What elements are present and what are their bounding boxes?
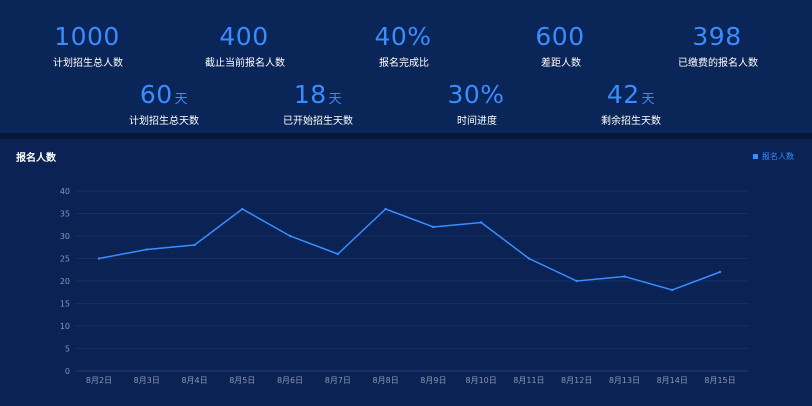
stat-label: 时间进度 [457,116,497,127]
data-point [432,225,435,229]
chart-series [97,207,722,292]
x-tick-label: 8月12日 [561,376,592,385]
stat-paid-registered: 398 已缴费的报名人数 [628,23,808,70]
series-line [98,208,721,291]
stat-label: 截止当前报名人数 [205,58,285,69]
stat-unit: 天 [328,92,343,107]
x-axis-ticks: 8月2日 8月3日 8月4日 8月5日 8月6日 8月7日 8月8日 8月9日 8月10日 8月1… [86,376,736,385]
y-tick-label: 20 [60,277,70,286]
stat-value: 18 [293,80,327,109]
x-tick-label: 8月4日 [181,376,207,385]
stat-label: 差距人数 [541,58,581,69]
stat-label: 已开始招生天数 [283,116,353,127]
data-point [288,234,292,238]
x-tick-label: 8月15日 [704,376,735,385]
x-tick-label: 8月11日 [513,376,544,385]
stat-remaining-days: 42 天 剩余招生天数 [541,81,721,128]
x-tick-label: 8月10日 [466,376,497,385]
y-tick-label: 40 [60,187,70,196]
stat-planned-total: 1000 计划招生总人数 [0,23,178,70]
y-tick-label: 10 [60,322,70,331]
stat-value: 42 [606,80,640,109]
data-point [384,207,387,211]
x-tick-label: 8月14日 [657,376,688,385]
y-axis-ticks: 0 5 10 15 20 25 30 35 40 [60,187,70,376]
stat-label: 计划招生总人数 [53,58,123,69]
data-point [527,257,531,260]
x-tick-label: 8月3日 [134,376,160,385]
x-tick-label: 8月13日 [609,376,640,385]
stats-panel [0,0,812,133]
y-tick-label: 25 [60,255,70,264]
data-point [145,248,148,251]
data-point [336,252,340,256]
x-tick-label: 8月5日 [229,376,255,385]
x-tick-label: 8月2日 [86,376,112,385]
data-point [479,221,483,224]
x-tick-label: 8月9日 [420,376,446,385]
stat-value: 40% [374,22,432,51]
chart-legend[interactable]: 报名人数 [753,151,794,162]
data-point [575,279,578,283]
y-tick-label: 0 [65,367,70,376]
data-point [671,288,674,292]
stat-gap-count: 600 差距人数 [471,23,651,70]
stat-current-registered: 400 截止当前报名人数 [155,23,335,70]
stat-value: 398 [692,22,742,51]
chart-grid [76,190,748,372]
stat-elapsed-days: 18 天 已开始招生天数 [228,81,408,128]
chart-title: 报名人数 [16,153,56,164]
stat-planned-days: 60 天 计划招生总天数 [74,81,254,128]
stat-value: 60 [139,80,173,109]
x-tick-label: 8月6日 [277,376,303,385]
stat-label: 计划招生总天数 [129,116,199,127]
data-point [623,275,626,278]
y-tick-label: 30 [60,232,70,241]
y-tick-label: 35 [60,210,70,219]
stat-time-progress: 30% 时间进度 [387,81,567,128]
chart-panel [0,139,812,406]
x-tick-label: 8月8日 [373,376,399,385]
stat-label: 报名完成比 [379,58,429,69]
stat-unit: 天 [641,92,656,107]
section-divider [0,133,812,139]
data-point [193,243,196,247]
x-tick-label: 8月7日 [325,376,351,385]
y-tick-label: 15 [60,300,70,309]
stat-label: 已缴费的报名人数 [678,58,758,69]
legend-label: 报名人数 [762,152,794,161]
stat-value: 30% [447,80,505,109]
data-point [97,257,101,260]
data-point [241,207,244,211]
stat-value: 1000 [54,22,120,51]
stat-unit: 天 [174,92,189,107]
stat-completion-ratio: 40% 报名完成比 [314,23,494,70]
data-point [718,270,722,274]
stat-label: 剩余招生天数 [601,116,661,127]
stat-value: 400 [219,22,269,51]
stat-value: 600 [535,22,585,51]
y-tick-label: 5 [65,345,70,354]
legend-swatch [753,154,758,159]
